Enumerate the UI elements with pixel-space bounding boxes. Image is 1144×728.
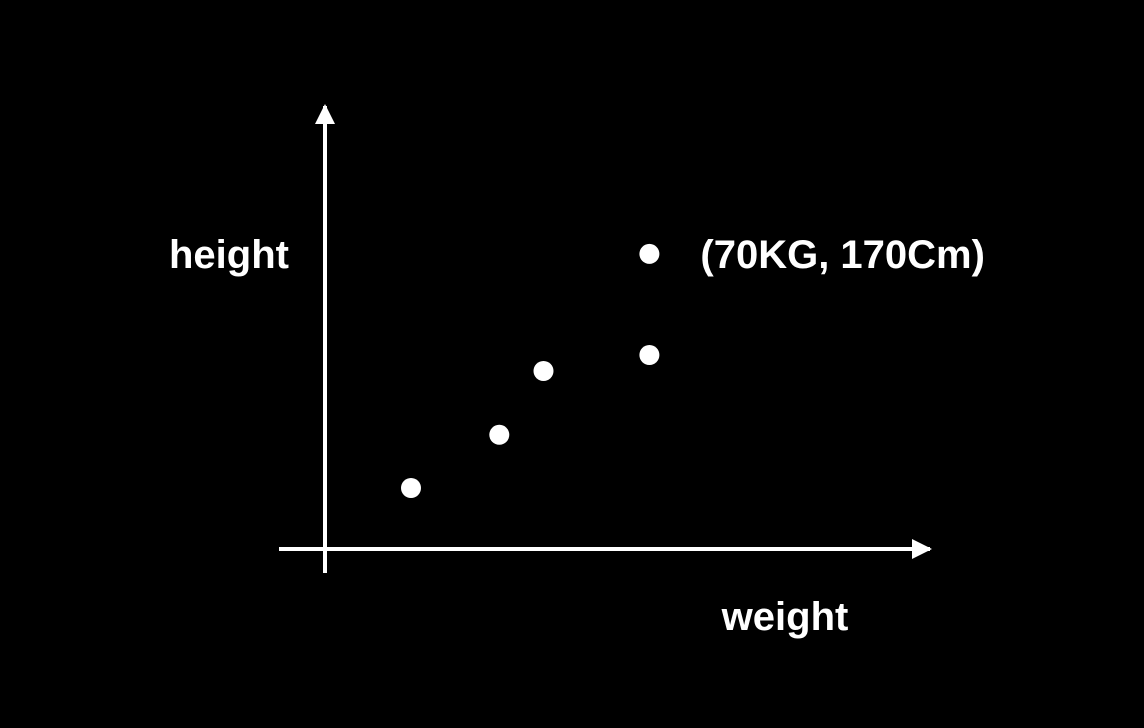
- x-axis-label: weight: [721, 595, 849, 639]
- data-point: [639, 243, 660, 264]
- data-point: [401, 478, 421, 498]
- y-axis-label: height: [169, 233, 289, 277]
- data-point-label: (70KG, 170Cm): [700, 233, 985, 277]
- data-point: [533, 361, 554, 381]
- data-point: [489, 424, 510, 445]
- data-point: [639, 345, 660, 365]
- data-points: (70KG, 170Cm): [401, 233, 985, 498]
